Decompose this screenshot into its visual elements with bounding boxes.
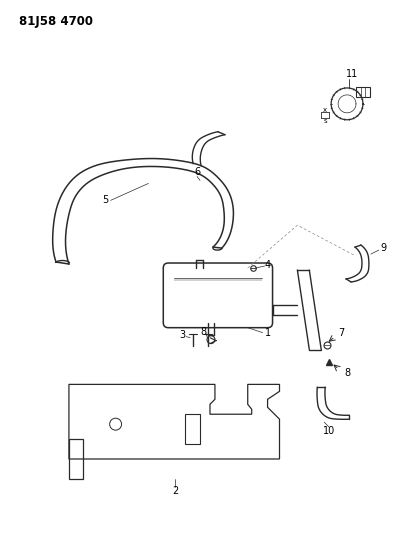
Text: 81J58 4700: 81J58 4700 [19,15,93,28]
Text: x: x [323,107,327,113]
FancyBboxPatch shape [163,263,273,328]
Text: 6: 6 [194,167,200,177]
Text: 10: 10 [323,426,335,436]
Circle shape [207,336,215,344]
Text: 2: 2 [172,486,178,496]
Text: 4: 4 [264,260,271,270]
Text: 1: 1 [264,328,271,337]
Circle shape [110,418,121,430]
Bar [356,87,370,97]
Text: 9: 9 [381,243,387,253]
Text: 8: 8 [200,327,206,337]
Text: 7: 7 [338,328,344,337]
Text: 8: 8 [344,368,350,378]
Text: s: s [323,118,327,124]
Text: 5: 5 [102,196,109,205]
Text: 11: 11 [346,69,358,79]
Text: 3: 3 [179,329,185,340]
